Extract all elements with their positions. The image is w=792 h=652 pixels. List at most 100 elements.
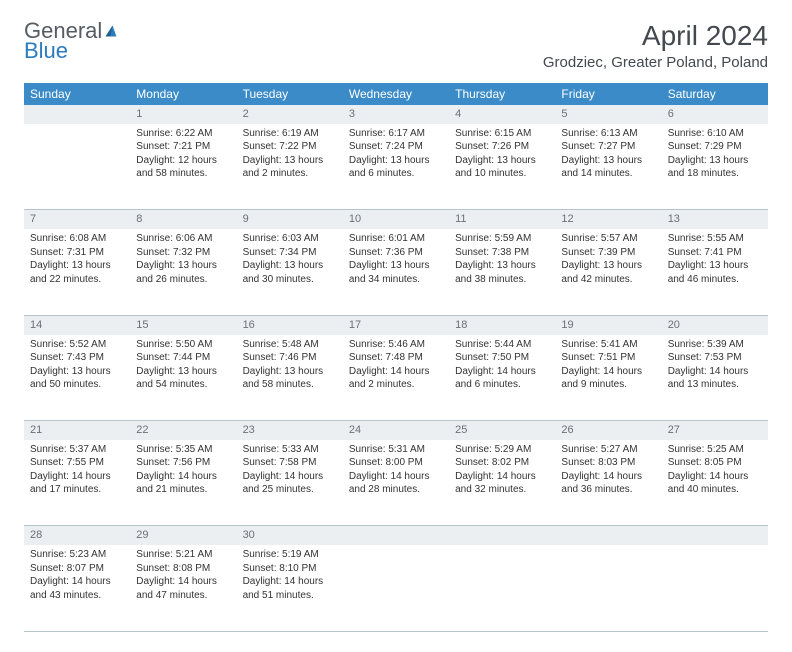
day-number [662,526,768,545]
daylight-line-1: Daylight: 14 hours [668,470,762,484]
sunrise-line: Sunrise: 6:17 AM [349,127,443,141]
weekday-header: Sunday [24,83,130,105]
page: GeneralBlue April 2024 Grodziec, Greater… [0,0,792,652]
sunset-line: Sunset: 7:22 PM [243,140,337,154]
sunrise-line: Sunrise: 6:01 AM [349,232,443,246]
daylight-line-1: Daylight: 13 hours [136,259,230,273]
daylight-line-2: and 58 minutes. [136,167,230,181]
daylight-line-1: Daylight: 14 hours [243,575,337,589]
daylight-line-2: and 14 minutes. [561,167,655,181]
sail-icon [103,20,119,42]
sunset-line: Sunset: 7:46 PM [243,351,337,365]
sunrise-line: Sunrise: 6:10 AM [668,127,762,141]
sunset-line: Sunset: 7:26 PM [455,140,549,154]
day-number: 29 [130,526,236,545]
sunrise-line: Sunrise: 5:35 AM [136,443,230,457]
sunset-line: Sunset: 7:38 PM [455,246,549,260]
sunrise-line: Sunrise: 5:21 AM [136,548,230,562]
sunset-line: Sunset: 8:05 PM [668,456,762,470]
day-cell: Sunrise: 6:13 AMSunset: 7:27 PMDaylight:… [555,124,661,210]
daylight-line-2: and 26 minutes. [136,273,230,287]
day-number: 21 [24,421,130,440]
day-number: 20 [662,315,768,334]
sunrise-line: Sunrise: 5:44 AM [455,338,549,352]
day-number: 7 [24,210,130,229]
day-number: 2 [237,105,343,124]
daylight-line-1: Daylight: 14 hours [243,470,337,484]
day-number: 11 [449,210,555,229]
day-cell: Sunrise: 5:27 AMSunset: 8:03 PMDaylight:… [555,440,661,526]
daylight-line-2: and 38 minutes. [455,273,549,287]
sunrise-line: Sunrise: 6:22 AM [136,127,230,141]
daylight-line-2: and 6 minutes. [349,167,443,181]
sunset-line: Sunset: 8:02 PM [455,456,549,470]
daylight-line-1: Daylight: 13 hours [349,154,443,168]
day-cell: Sunrise: 5:33 AMSunset: 7:58 PMDaylight:… [237,440,343,526]
daylight-line-2: and 6 minutes. [455,378,549,392]
title-block: April 2024 Grodziec, Greater Poland, Pol… [543,20,768,71]
daylight-line-1: Daylight: 13 hours [349,259,443,273]
sunrise-line: Sunrise: 5:37 AM [30,443,124,457]
day-cell: Sunrise: 6:15 AMSunset: 7:26 PMDaylight:… [449,124,555,210]
day-number: 5 [555,105,661,124]
daynum-row: 123456 [24,105,768,124]
day-cell [555,545,661,631]
daylight-line-2: and 46 minutes. [668,273,762,287]
day-number: 6 [662,105,768,124]
day-cell: Sunrise: 5:39 AMSunset: 7:53 PMDaylight:… [662,335,768,421]
sunrise-line: Sunrise: 5:52 AM [30,338,124,352]
sunrise-line: Sunrise: 6:03 AM [243,232,337,246]
day-number [449,526,555,545]
daylight-line-1: Daylight: 14 hours [668,365,762,379]
daylight-line-1: Daylight: 13 hours [243,154,337,168]
week-row: Sunrise: 6:08 AMSunset: 7:31 PMDaylight:… [24,229,768,315]
sunrise-line: Sunrise: 5:57 AM [561,232,655,246]
week-row: Sunrise: 5:52 AMSunset: 7:43 PMDaylight:… [24,335,768,421]
daylight-line-1: Daylight: 14 hours [455,365,549,379]
day-cell: Sunrise: 6:08 AMSunset: 7:31 PMDaylight:… [24,229,130,315]
day-cell: Sunrise: 5:21 AMSunset: 8:08 PMDaylight:… [130,545,236,631]
daylight-line-2: and 2 minutes. [349,378,443,392]
daylight-line-1: Daylight: 14 hours [561,470,655,484]
sunset-line: Sunset: 7:39 PM [561,246,655,260]
day-cell: Sunrise: 5:19 AMSunset: 8:10 PMDaylight:… [237,545,343,631]
daylight-line-1: Daylight: 13 hours [30,259,124,273]
sunset-line: Sunset: 8:10 PM [243,562,337,576]
day-cell: Sunrise: 5:44 AMSunset: 7:50 PMDaylight:… [449,335,555,421]
sunrise-line: Sunrise: 5:50 AM [136,338,230,352]
daylight-line-1: Daylight: 13 hours [668,259,762,273]
day-number: 17 [343,315,449,334]
sunset-line: Sunset: 7:31 PM [30,246,124,260]
daylight-line-2: and 47 minutes. [136,589,230,603]
daylight-line-2: and 21 minutes. [136,483,230,497]
sunrise-line: Sunrise: 5:48 AM [243,338,337,352]
day-number: 3 [343,105,449,124]
daylight-line-2: and 10 minutes. [455,167,549,181]
daylight-line-1: Daylight: 13 hours [455,154,549,168]
day-cell: Sunrise: 6:22 AMSunset: 7:21 PMDaylight:… [130,124,236,210]
day-number: 16 [237,315,343,334]
daylight-line-2: and 30 minutes. [243,273,337,287]
weekday-header: Tuesday [237,83,343,105]
logo-text-2: Blue [24,38,68,63]
daylight-line-1: Daylight: 14 hours [30,575,124,589]
sunrise-line: Sunrise: 5:29 AM [455,443,549,457]
day-cell: Sunrise: 5:46 AMSunset: 7:48 PMDaylight:… [343,335,449,421]
day-cell [24,124,130,210]
daylight-line-2: and 36 minutes. [561,483,655,497]
sunrise-line: Sunrise: 5:39 AM [668,338,762,352]
day-cell: Sunrise: 6:17 AMSunset: 7:24 PMDaylight:… [343,124,449,210]
daylight-line-1: Daylight: 13 hours [668,154,762,168]
sunrise-line: Sunrise: 6:19 AM [243,127,337,141]
sunrise-line: Sunrise: 6:13 AM [561,127,655,141]
daylight-line-1: Daylight: 13 hours [136,365,230,379]
sunset-line: Sunset: 7:55 PM [30,456,124,470]
day-number: 19 [555,315,661,334]
daynum-row: 282930 [24,526,768,545]
sunset-line: Sunset: 7:58 PM [243,456,337,470]
sunset-line: Sunset: 7:50 PM [455,351,549,365]
daylight-line-1: Daylight: 13 hours [561,259,655,273]
sunset-line: Sunset: 8:08 PM [136,562,230,576]
sunset-line: Sunset: 8:07 PM [30,562,124,576]
day-number: 13 [662,210,768,229]
